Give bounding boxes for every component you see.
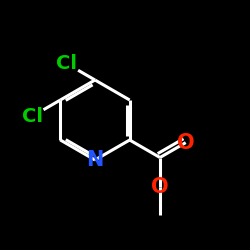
Text: Cl: Cl: [56, 54, 77, 73]
Text: O: O: [151, 177, 169, 197]
Text: O: O: [177, 133, 194, 152]
Text: Cl: Cl: [22, 107, 43, 126]
Text: N: N: [86, 150, 104, 170]
